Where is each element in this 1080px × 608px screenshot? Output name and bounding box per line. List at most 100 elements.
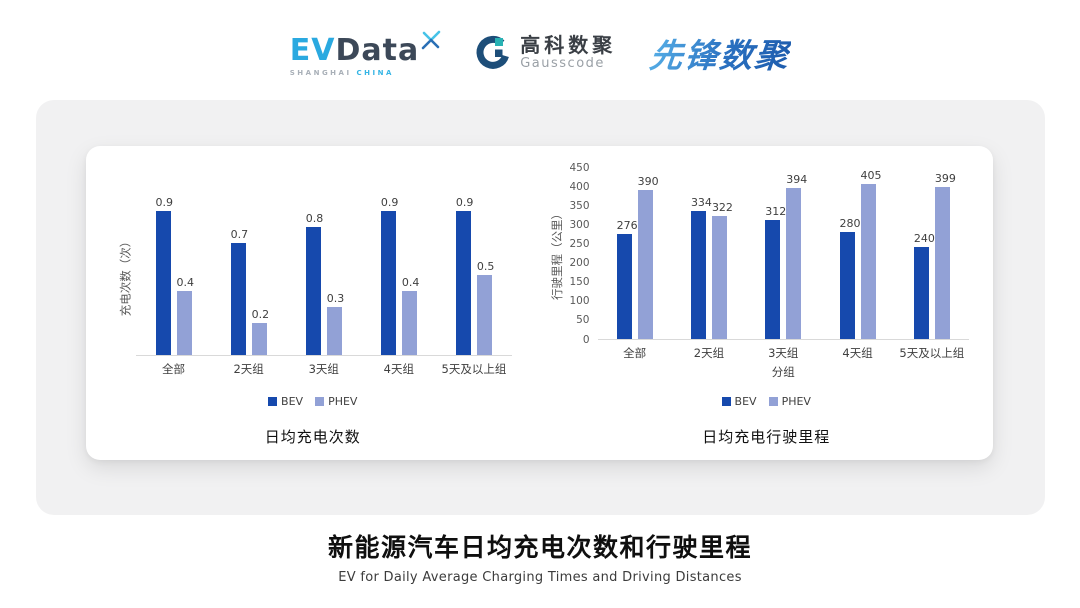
legend-swatch	[721, 397, 731, 406]
bar-wrap: 0.4	[176, 196, 195, 355]
bar-wrap: 0.5	[476, 196, 495, 355]
evdata-logo: EV Data SHANGHAI CHINA	[290, 30, 441, 77]
y-tick-label: 300	[569, 218, 590, 231]
bar-value-label: 0.9	[155, 196, 174, 209]
category-axis: 全部 2天组 3天组 4天组 5天及以上组	[598, 345, 970, 361]
legend-label: PHEV	[328, 395, 358, 408]
bar-group: 0.9 0.4	[136, 196, 211, 355]
bar-value-label: 0.7	[230, 228, 249, 241]
bar-wrap: 0.9	[455, 196, 474, 355]
bar-wrap: 312	[765, 168, 786, 339]
bar-wrap: 0.2	[251, 196, 270, 355]
bar-value-label: 0.9	[455, 196, 474, 209]
legend: BEV PHEV	[540, 395, 994, 408]
bar-bev	[765, 219, 781, 339]
bar-value-label: 399	[934, 171, 956, 185]
bar-wrap: 0.4	[401, 196, 419, 355]
bar-group: 276 390	[598, 168, 672, 339]
main-title: 新能源汽车日均充电次数和行驶里程	[327, 533, 752, 562]
category-label: 5天及以上组	[899, 346, 965, 360]
bar-wrap: 390	[637, 168, 659, 339]
bar-value-label: 0.8	[305, 212, 324, 225]
chart-charging-times: 充电次数（次） 0.9 0.4 0.7 0.2 0.8 0.3 0.9 0.4 0.9 0.5 全…	[86, 146, 540, 460]
y-tick-label: 450	[569, 161, 590, 174]
bar-group: 334 322	[672, 168, 746, 339]
category-axis: 全部 2天组 3天组 4天组 5天及以上组	[136, 361, 512, 377]
xianfeng-logo: 先锋数聚	[648, 29, 793, 77]
bar-bev	[380, 211, 396, 355]
bar-wrap: 399	[934, 168, 956, 339]
bar-bev	[305, 227, 321, 355]
bar-bev	[230, 243, 246, 355]
bar-bev	[690, 211, 706, 339]
y-axis-label-column: 充电次数（次）	[114, 196, 136, 356]
bar-phev	[860, 184, 876, 339]
plot-column: 0.9 0.4 0.7 0.2 0.8 0.3 0.9 0.4 0.9 0.5 全部 2天组 3天组 4…	[136, 196, 512, 377]
legend-swatch	[268, 397, 278, 406]
y-tick-label: 400	[569, 180, 590, 193]
chart-body: 充电次数（次） 0.9 0.4 0.7 0.2 0.8 0.3 0.9 0.4 0.9 0.5 全…	[86, 146, 540, 377]
plot-area: 0.9 0.4 0.7 0.2 0.8 0.3 0.9 0.4 0.9 0.5	[136, 196, 512, 356]
bar-value-label: 0.3	[326, 292, 345, 305]
bar-group: 0.8 0.3	[286, 196, 361, 355]
legend-item: BEV	[268, 395, 303, 408]
bar-value-label: 280	[839, 216, 861, 230]
bar-value-label: 0.5	[476, 260, 495, 273]
bar-wrap: 0.8	[305, 196, 324, 355]
bar-group: 0.9 0.4	[361, 196, 436, 355]
footer: 新能源汽车日均充电次数和行驶里程 EV for Daily Average Ch…	[0, 528, 1080, 585]
legend-label: PHEV	[781, 395, 811, 408]
legend-label: BEV	[281, 395, 304, 408]
charts-card: 充电次数（次） 0.9 0.4 0.7 0.2 0.8 0.3 0.9 0.4 0.9 0.5 全…	[86, 146, 993, 460]
bar-group: 0.9 0.5	[436, 196, 511, 355]
chart-title: 日均充电行驶里程	[702, 428, 831, 446]
bar-bev	[839, 231, 855, 339]
evdata-subtitle: SHANGHAI CHINA	[290, 69, 394, 77]
bar-wrap: 334	[690, 168, 712, 339]
y-tick-label: 0	[582, 333, 590, 346]
legend: BEV PHEV	[86, 395, 540, 408]
bar-bev	[913, 247, 929, 339]
category-label: 3天组	[308, 362, 339, 376]
y-tick-label: 100	[569, 295, 590, 308]
evdata-china-text: CHINA	[356, 68, 394, 77]
bar-group: 280 405	[820, 168, 894, 339]
legend-item: PHEV	[768, 395, 811, 408]
bar-value-label: 0.2	[251, 308, 270, 321]
legend-item: PHEV	[315, 395, 357, 408]
bar-wrap: 322	[711, 168, 733, 339]
category-label: 全部	[623, 346, 647, 360]
bar-value-label: 390	[637, 174, 659, 188]
evdata-x-star-icon	[421, 30, 441, 49]
chart-body: 行驶里程（公里） 0 50 100 150 200 250 300 350 400 450 276…	[540, 146, 994, 380]
bar-wrap: 394	[786, 168, 808, 339]
bar-phev	[711, 215, 727, 339]
category-label: 全部	[162, 362, 186, 376]
bar-value-label: 394	[786, 173, 808, 187]
legend-label: BEV	[734, 395, 757, 408]
gausscode-cn-text: 高科数聚	[520, 33, 617, 58]
legend-swatch	[768, 397, 778, 406]
main-subtitle: EV for Daily Average Charging Times and …	[338, 570, 742, 585]
bar-phev	[401, 291, 417, 355]
bar-group: 312 394	[746, 168, 820, 339]
bar-bev	[616, 233, 632, 339]
category-label: 3天组	[768, 346, 799, 360]
bar-value-label: 405	[860, 169, 882, 183]
y-axis-ticks: 0 50 100 150 200 250 300 350 400 450	[568, 162, 594, 344]
logo-row: EV Data SHANGHAI CHINA 高科数	[0, 18, 1080, 88]
bar-value-label: 0.9	[380, 196, 399, 209]
gausscode-en-text: Gausscode	[520, 56, 605, 72]
bar-phev	[637, 189, 653, 339]
chart-title: 日均充电次数	[264, 428, 361, 446]
bar-wrap: 0.9	[155, 196, 174, 355]
category-label: 2天组	[693, 346, 725, 360]
bar-value-label: 334	[690, 196, 712, 210]
bar-wrap: 405	[860, 168, 882, 339]
gausscode-logo: 高科数聚 Gausscode	[475, 34, 616, 72]
bar-value-label: 0.4	[176, 276, 195, 289]
y-tick-label: 200	[569, 257, 590, 270]
category-label: 4天组	[383, 362, 414, 376]
bar-wrap: 280	[839, 168, 861, 339]
